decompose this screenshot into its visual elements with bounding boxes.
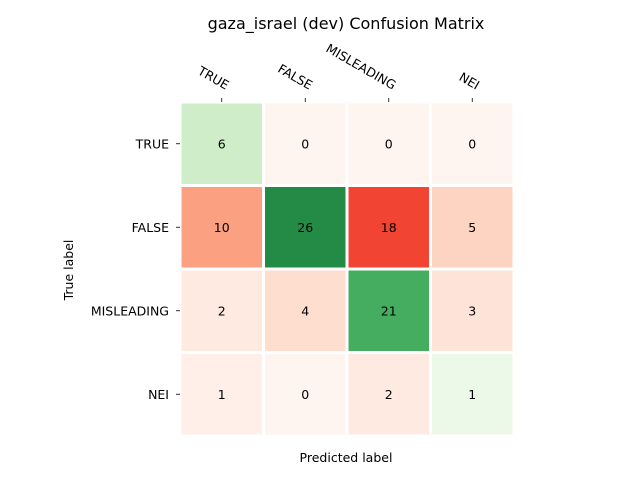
cell-value-label: 1 (468, 387, 476, 402)
cell-value-label: 6 (218, 136, 226, 151)
y-tick-label: NEI (148, 387, 169, 402)
heatmap-cell (348, 103, 429, 184)
cell-value-label: 0 (468, 136, 476, 151)
y-tick-label: MISLEADING (91, 303, 169, 318)
x-tick-label: MISLEADING (324, 41, 399, 93)
x-axis-label: Predicted label (300, 450, 393, 465)
x-tick-label: FALSE (275, 61, 315, 93)
y-axis-label: True label (61, 240, 76, 302)
cell-value-label: 4 (301, 303, 309, 318)
heatmap-cell (265, 270, 346, 351)
heatmap-cell (432, 354, 513, 435)
cell-value-label: 2 (385, 387, 393, 402)
heatmap-cell (181, 187, 262, 268)
cell-value-label: 26 (297, 220, 313, 235)
heatmap-cells: 6 0 0 010 26 18 52 4 21 31 0 2 1 (181, 103, 513, 435)
y-tick-labels: TRUE FALSE MISLEADING NEI (91, 136, 180, 402)
cell-value-label: 2 (218, 303, 226, 318)
chart-title: gaza_israel (dev) Confusion Matrix (208, 14, 485, 34)
x-tick-label: NEI (457, 69, 483, 92)
cell-value-label: 0 (301, 387, 309, 402)
cell-value-label: 0 (301, 136, 309, 151)
heatmap-cell (265, 354, 346, 435)
x-tick-label: TRUE (194, 62, 231, 92)
heatmap-cell (432, 270, 513, 351)
cell-value-label: 18 (381, 220, 397, 235)
heatmap-cell (181, 270, 262, 351)
heatmap-cell (432, 103, 513, 184)
cell-value-label: 10 (214, 220, 230, 235)
cell-value-label: 3 (468, 303, 476, 318)
y-tick-label: TRUE (135, 136, 169, 151)
y-tick-label: FALSE (132, 220, 169, 235)
cell-value-label: 5 (468, 220, 476, 235)
heatmap-cell (432, 187, 513, 268)
heatmap-cell (181, 354, 262, 435)
cell-value-label: 0 (385, 136, 393, 151)
heatmap-cell (348, 354, 429, 435)
heatmap-cell (181, 103, 262, 184)
heatmap-cell (348, 270, 429, 351)
x-tick-labels: TRUE FALSE MISLEADING NEI (194, 41, 482, 102)
heatmap-cell (265, 103, 346, 184)
heatmap-cell (265, 187, 346, 268)
cell-value-label: 1 (218, 387, 226, 402)
heatmap-cell (348, 187, 429, 268)
cell-value-label: 21 (381, 303, 397, 318)
